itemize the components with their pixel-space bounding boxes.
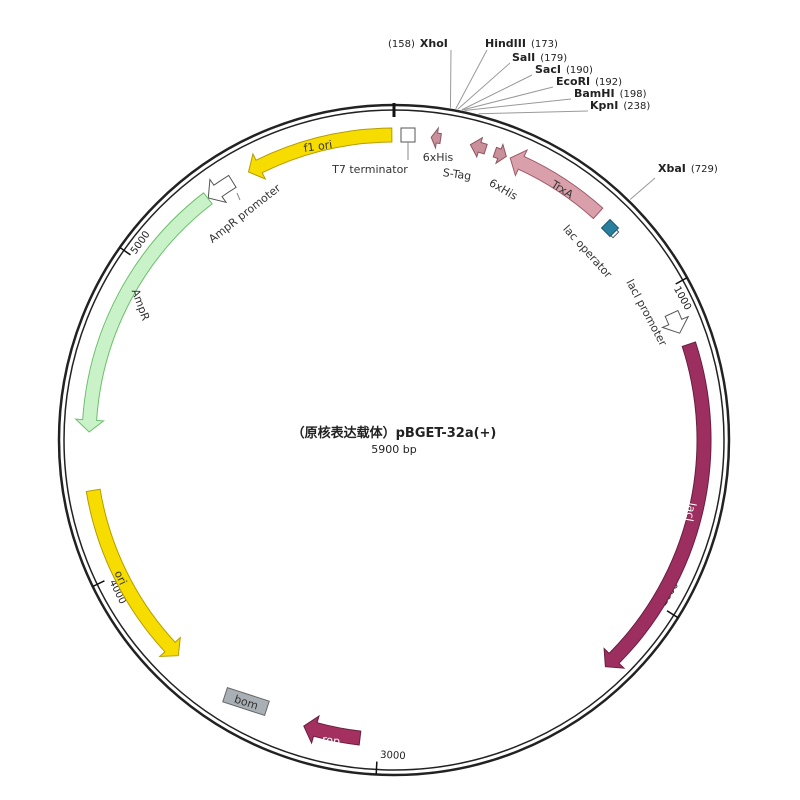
- feature-arrow: [509, 149, 604, 220]
- feature-label: ori: [112, 569, 130, 587]
- site-position: (179): [540, 53, 567, 64]
- site-name: SacI: [535, 63, 561, 76]
- scale-tick: [666, 610, 679, 619]
- scale-tick: [92, 580, 105, 588]
- site-name: XbaI: [658, 162, 686, 175]
- feature-arrow: [207, 174, 237, 204]
- feature-label: lacI promoter: [623, 277, 669, 349]
- feature-arrow: [303, 714, 362, 746]
- site-position: (238): [623, 101, 650, 112]
- feature-label: 6xHis: [487, 176, 520, 203]
- feature-label: f1 ori: [303, 138, 333, 155]
- site-position: (192): [595, 77, 622, 88]
- site-name: HindIII: [485, 37, 526, 50]
- site-position: (729): [691, 164, 718, 175]
- site-name: XhoI: [420, 37, 448, 50]
- site-label: XbaI (729): [658, 162, 718, 175]
- feature-arrow: [469, 136, 488, 159]
- feature-box: [600, 218, 620, 238]
- plasmid-length: 5900 bp: [371, 443, 416, 456]
- site-label: BamHI (198): [574, 87, 647, 100]
- site-leader: [449, 49, 452, 108]
- feature-leader: [236, 192, 241, 201]
- site-leader: [455, 49, 488, 109]
- site-position: (158): [388, 39, 415, 50]
- scale-label: 3000: [380, 750, 406, 762]
- feature-arrow: [430, 126, 442, 150]
- site-leader: [461, 74, 533, 111]
- feature-arrow: [603, 341, 712, 669]
- site-position: (198): [620, 89, 647, 100]
- site-name: BamHI: [574, 87, 615, 100]
- feature-label: rop: [321, 733, 341, 748]
- scale-tick: [675, 277, 688, 285]
- site-leader: [462, 86, 554, 111]
- site-leader: [457, 62, 511, 110]
- feature-box: [400, 127, 416, 143]
- feature-label: AmpR: [129, 287, 153, 323]
- site-label: HindIII (173): [485, 37, 558, 50]
- site-label: KpnI (238): [590, 99, 650, 112]
- scale-label: 1000: [671, 285, 693, 313]
- site-leader: [478, 110, 589, 115]
- scale-tick: [119, 246, 131, 256]
- feature-label: lacI: [682, 502, 698, 523]
- site-label: SacI (190): [535, 63, 593, 76]
- site-label: (158) XhoI: [388, 37, 448, 50]
- site-position: (190): [566, 65, 593, 76]
- feature-arrow: [660, 309, 690, 334]
- scale-tick: [375, 761, 378, 775]
- site-name: EcoRI: [556, 75, 590, 88]
- site-label: EcoRI (192): [556, 75, 622, 88]
- feature-arrow: [74, 192, 213, 433]
- site-leader: [464, 98, 572, 111]
- feature-label: T7 terminator: [331, 163, 408, 176]
- feature-label: 6xHis: [423, 151, 454, 164]
- feature-label: S-Tag: [442, 166, 472, 183]
- site-position: (173): [531, 39, 558, 50]
- site-name: SalI: [512, 51, 535, 64]
- feature-arrow: [85, 488, 181, 658]
- site-name: KpnI: [590, 99, 618, 112]
- feature-arrow: [247, 127, 393, 180]
- site-label: SalI (179): [512, 51, 567, 64]
- site-leader: [629, 177, 656, 200]
- feature-arrow: [492, 142, 507, 165]
- feature-box: [222, 686, 270, 717]
- plasmid-title: （原核表达载体）pBGET-32a(+): [292, 425, 497, 441]
